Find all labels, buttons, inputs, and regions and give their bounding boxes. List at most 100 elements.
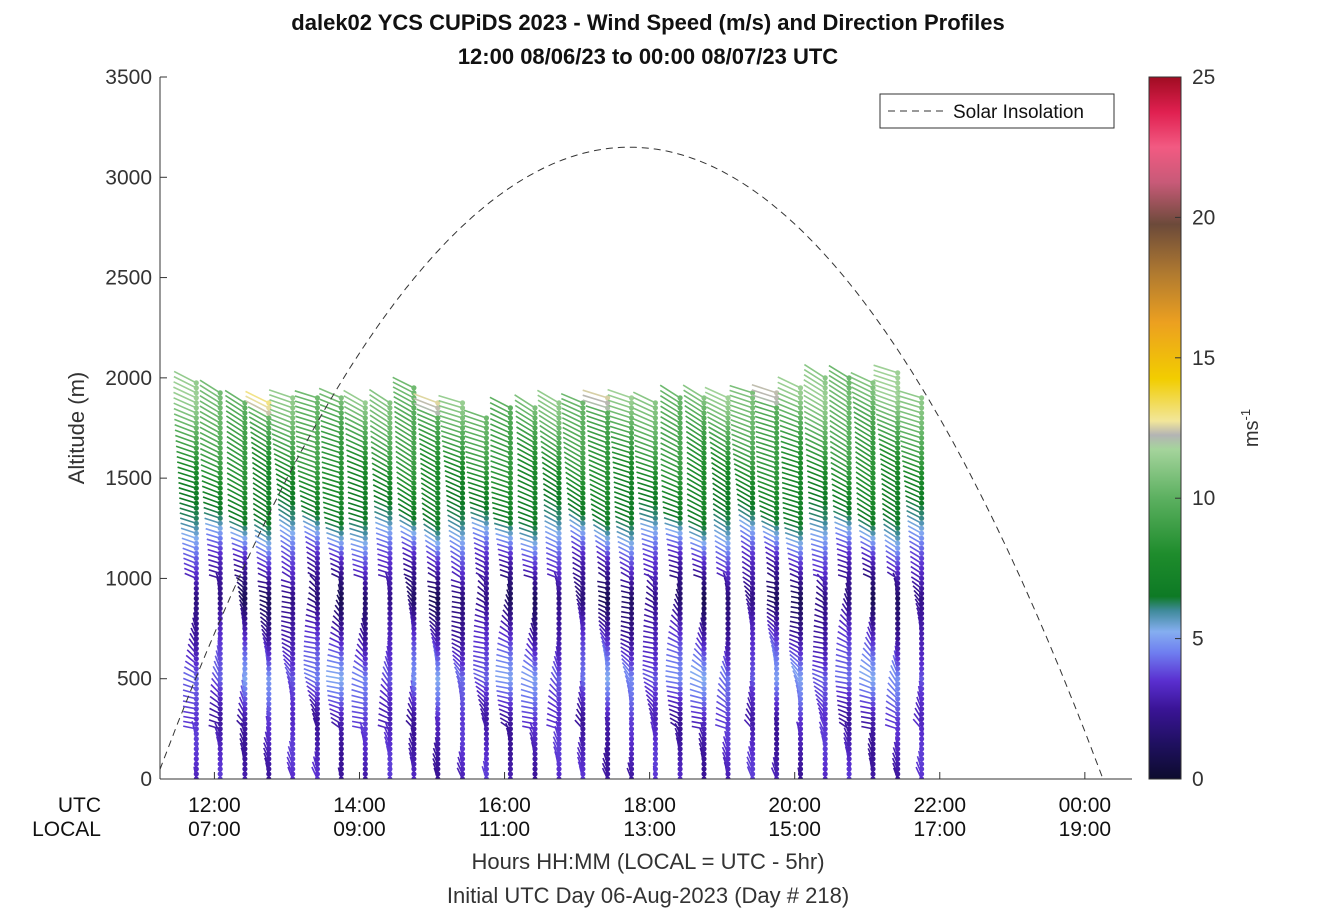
wind-obs-point — [193, 405, 199, 411]
wind-barb — [685, 425, 705, 439]
wind-obs-point — [242, 621, 248, 627]
wind-barb — [227, 488, 246, 499]
wind-barb — [418, 428, 439, 439]
wind-obs-point — [725, 435, 731, 441]
wind-obs-point — [242, 470, 248, 476]
wind-barb — [638, 497, 656, 504]
wind-obs-point — [459, 651, 466, 657]
wind-barb — [421, 492, 439, 504]
wind-barb — [302, 520, 318, 530]
wind-obs-point — [459, 741, 466, 747]
wind-obs-point — [338, 465, 344, 471]
wind-obs-point — [870, 676, 876, 682]
wind-barb — [319, 393, 342, 404]
wind-barb — [831, 488, 850, 499]
wind-barb — [296, 450, 318, 459]
wind-obs-point — [605, 505, 611, 511]
wind-obs-point — [507, 701, 513, 707]
wind-obs-point — [459, 686, 466, 692]
wind-barb — [295, 420, 318, 429]
wind-barb — [807, 475, 826, 484]
wind-obs-point — [628, 450, 635, 456]
wind-obs-point — [338, 736, 344, 742]
wind-obs-point — [290, 405, 296, 411]
wind-obs-point — [774, 751, 780, 757]
wind-obs-point — [774, 505, 780, 511]
wind-obs-point — [459, 691, 466, 697]
wind-obs-point — [314, 776, 320, 779]
wind-obs-point — [652, 610, 659, 617]
wind-obs-point — [580, 706, 586, 712]
wind-obs-point — [556, 445, 562, 451]
wind-barb — [324, 516, 342, 525]
wind-obs-point — [677, 776, 683, 779]
wind-obs-point — [822, 560, 828, 567]
wind-obs-point — [652, 746, 659, 752]
wind-barb — [229, 526, 246, 535]
wind-obs-point — [290, 610, 296, 617]
wind-barb — [879, 453, 899, 464]
wind-obs-point — [217, 681, 223, 687]
wind-barb — [343, 400, 366, 414]
wind-barb — [371, 451, 391, 464]
wind-obs-point — [266, 610, 272, 617]
wind-barb — [396, 487, 415, 499]
wind-obs-point — [193, 666, 199, 672]
wind-obs-point — [217, 485, 223, 491]
wind-obs-point — [605, 721, 611, 727]
wind-barb — [614, 496, 632, 504]
wind-obs-point — [507, 681, 513, 687]
wind-barb — [902, 460, 922, 469]
wind-obs-point — [290, 626, 296, 632]
wind-obs-point — [701, 590, 707, 597]
wind-obs-point — [919, 580, 925, 587]
wind-obs-point — [774, 595, 780, 602]
wind-obs-point — [459, 530, 466, 536]
wind-barb — [467, 476, 487, 484]
wind-barb — [202, 496, 221, 504]
wind-obs-point — [701, 430, 707, 436]
wind-obs-point — [387, 706, 393, 712]
wind-barb — [225, 415, 246, 429]
x-tick-label-utc: 16:00 — [478, 794, 531, 817]
wind-obs-point — [725, 691, 731, 697]
wind-obs-point — [387, 731, 393, 737]
wind-obs-point — [605, 696, 611, 702]
wind-obs-point — [652, 465, 659, 471]
wind-obs-point — [605, 671, 611, 677]
wind-obs-point — [507, 751, 513, 757]
wind-barb — [322, 486, 342, 494]
wind-obs-point — [725, 405, 731, 411]
wind-obs-point — [846, 721, 852, 727]
wind-obs-point — [411, 415, 417, 421]
wind-obs-point — [750, 751, 756, 757]
wind-barb — [708, 431, 729, 444]
wind-obs-point — [605, 741, 611, 747]
wind-obs-point — [314, 425, 320, 431]
wind-obs-point — [338, 415, 344, 421]
wind-obs-point — [822, 505, 828, 511]
wind-obs-point — [846, 706, 852, 712]
wind-obs-point — [919, 475, 925, 481]
wind-obs-point — [411, 711, 417, 717]
wind-obs-point — [870, 726, 876, 732]
wind-obs-point — [822, 590, 828, 597]
wind-obs-point — [411, 530, 417, 536]
wind-obs-point — [628, 475, 635, 481]
wind-obs-point — [435, 605, 441, 612]
wind-obs-point — [459, 776, 466, 779]
wind-obs-point — [725, 646, 731, 652]
wind-obs-point — [580, 405, 586, 411]
wind-obs-point — [217, 641, 223, 647]
wind-obs-point — [846, 380, 852, 386]
wind-obs-point — [556, 475, 562, 481]
wind-obs-point — [895, 741, 901, 747]
wind-barb — [688, 525, 705, 535]
wind-obs-point — [725, 540, 731, 546]
wind-obs-point — [701, 726, 707, 732]
wind-obs-point — [701, 756, 707, 762]
wind-barb — [906, 514, 922, 525]
wind-barb — [542, 467, 560, 479]
wind-obs-point — [580, 525, 586, 531]
wind-obs-point — [846, 455, 852, 461]
